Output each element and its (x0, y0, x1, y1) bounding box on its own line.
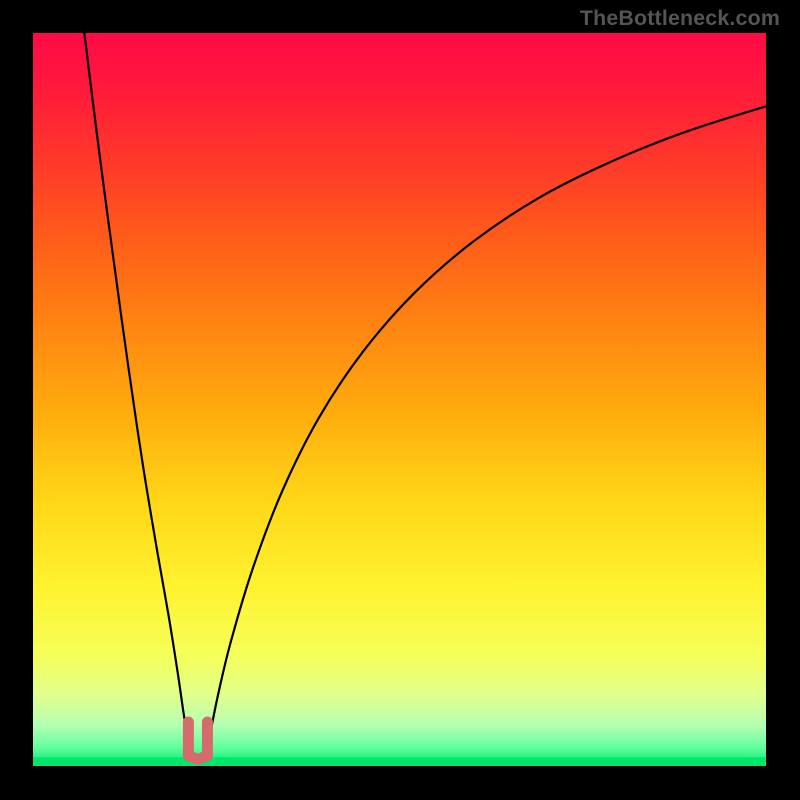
watermark-text: TheBottleneck.com (580, 6, 780, 31)
plot-area (33, 33, 766, 766)
chart-stage: TheBottleneck.com (0, 0, 800, 800)
baseline-strip (33, 757, 766, 766)
chart-svg (33, 33, 766, 766)
